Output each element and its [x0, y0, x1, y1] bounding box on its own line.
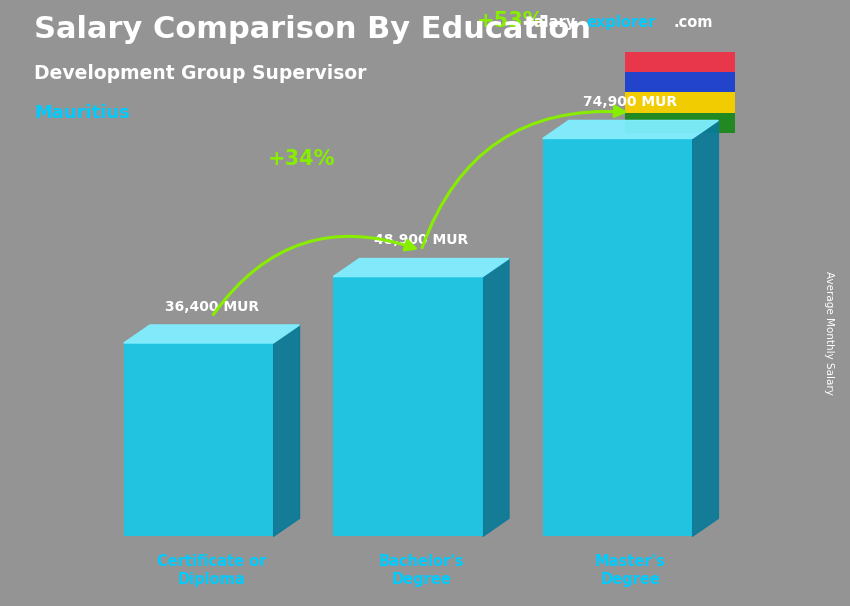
Bar [625, 93, 735, 113]
Text: .com: .com [673, 15, 712, 30]
Text: 36,400 MUR: 36,400 MUR [165, 299, 258, 314]
Text: 48,900 MUR: 48,900 MUR [374, 233, 468, 247]
Bar [625, 52, 735, 72]
Text: Bachelor's
Degree: Bachelor's Degree [378, 554, 464, 587]
Text: +53%: +53% [477, 11, 545, 31]
Text: explorer: explorer [586, 15, 656, 30]
Text: 74,900 MUR: 74,900 MUR [583, 95, 677, 109]
Bar [124, 343, 274, 536]
Polygon shape [542, 121, 718, 139]
Polygon shape [124, 325, 299, 343]
Bar [625, 72, 735, 92]
Text: +34%: +34% [268, 149, 335, 169]
Polygon shape [692, 121, 718, 536]
Text: Mauritius: Mauritius [34, 104, 130, 122]
Bar [542, 139, 692, 536]
Text: Certificate or
Diploma: Certificate or Diploma [157, 554, 266, 587]
Polygon shape [274, 325, 299, 536]
Text: Salary Comparison By Education: Salary Comparison By Education [34, 15, 591, 44]
Text: salary: salary [525, 15, 575, 30]
Text: Master's
Degree: Master's Degree [595, 554, 666, 587]
Text: Development Group Supervisor: Development Group Supervisor [34, 64, 366, 82]
Text: Average Monthly Salary: Average Monthly Salary [824, 271, 834, 395]
Polygon shape [333, 259, 509, 276]
Polygon shape [483, 259, 509, 536]
Bar [333, 276, 483, 536]
Bar [625, 113, 735, 133]
